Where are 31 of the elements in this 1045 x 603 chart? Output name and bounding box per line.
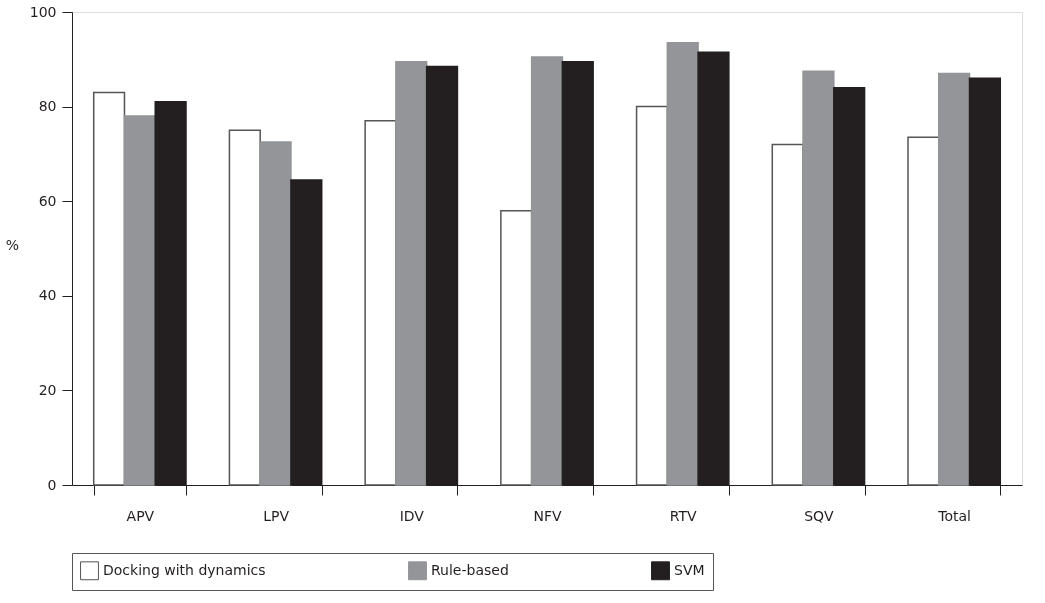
bar	[395, 60, 428, 486]
y-tick-label: 60	[38, 192, 57, 209]
bar	[802, 70, 835, 486]
bar	[500, 209, 533, 486]
y-tick-label: 0	[47, 476, 57, 493]
legend-label: Docking with dynamics	[103, 561, 266, 578]
x-tick-label: NFV	[533, 507, 562, 524]
y-tick-label: 100	[29, 3, 57, 20]
bar	[907, 136, 940, 486]
bar	[771, 143, 804, 486]
bar	[530, 56, 564, 486]
bar	[228, 129, 261, 486]
x-tick-label: Total	[937, 507, 971, 524]
y-tick-label: 40	[38, 287, 57, 304]
bar	[364, 120, 397, 486]
bar	[92, 91, 126, 486]
bar	[259, 141, 292, 486]
y-axis-title: %	[5, 236, 20, 253]
y-tick-label: 20	[38, 381, 57, 398]
x-tick-label: APV	[126, 507, 155, 524]
bar	[635, 105, 669, 486]
x-tick-label: SQV	[804, 507, 835, 524]
y-tick-label: 80	[38, 98, 57, 115]
x-tick-label: LPV	[263, 507, 290, 524]
bar	[123, 115, 156, 486]
bar	[938, 72, 971, 486]
legend-label: SVM	[674, 561, 705, 578]
bar	[666, 41, 699, 486]
legend-label: Rule-based	[431, 561, 509, 578]
x-tick-label: IDV	[399, 507, 425, 524]
x-tick-label: RTV	[669, 507, 698, 524]
